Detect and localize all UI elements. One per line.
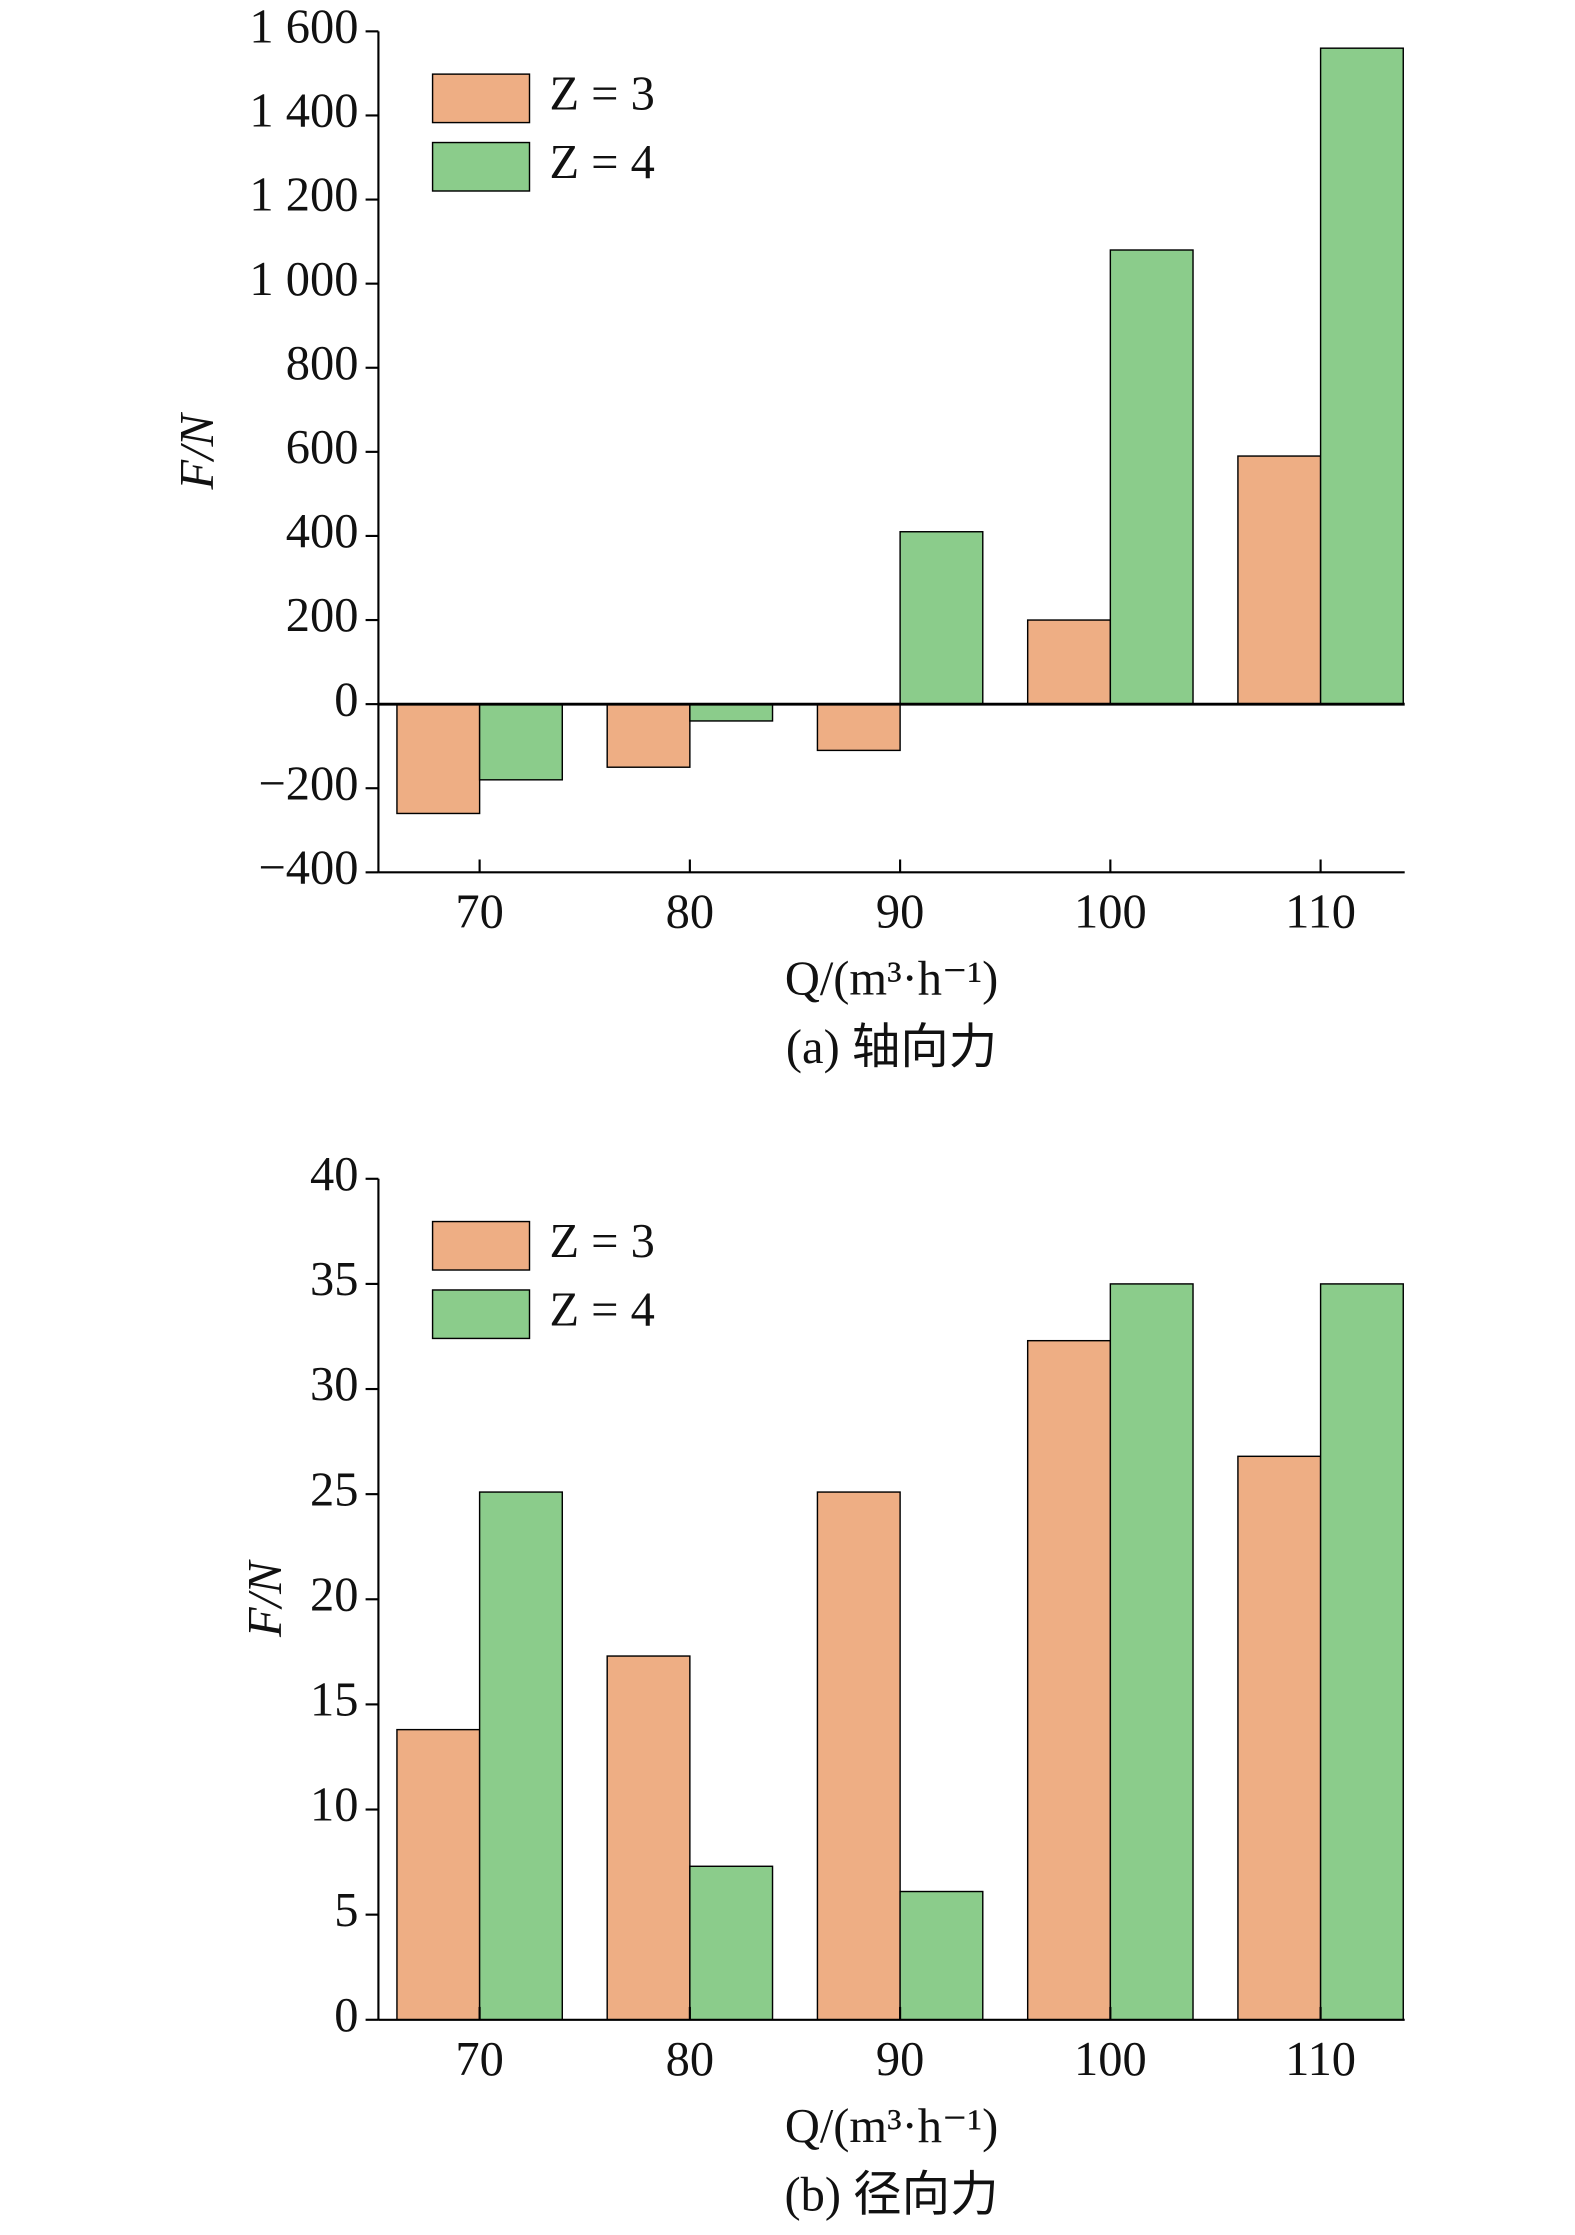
caption: (a) 轴向力 xyxy=(786,1021,997,1074)
x-axis-label: Q/(m³·h⁻¹) xyxy=(785,2100,998,2153)
y-tick-label: 800 xyxy=(286,337,359,390)
y-tick-label: 600 xyxy=(286,421,359,474)
y-tick-label: 1 200 xyxy=(249,169,358,222)
bar xyxy=(1237,455,1322,705)
bar xyxy=(816,703,901,752)
y-tick-label: 30 xyxy=(310,1358,358,1411)
x-tick-label: 110 xyxy=(1285,886,1356,939)
bar xyxy=(478,1491,564,2021)
bar xyxy=(816,1491,901,2021)
y-tick-label: 15 xyxy=(310,1674,358,1727)
y-tick-label: 0 xyxy=(334,673,358,726)
x-axis-label: Q/(m³·h⁻¹) xyxy=(785,953,998,1006)
bar xyxy=(1237,1455,1322,2021)
y-tick-label: 35 xyxy=(310,1253,358,1306)
bar xyxy=(899,1890,984,2021)
x-tick-label: 70 xyxy=(455,2033,503,2086)
x-tick-label: 90 xyxy=(876,886,924,939)
legend-label: Z = 3 xyxy=(549,67,654,120)
legend-swatch xyxy=(431,73,531,124)
x-tick-label: 80 xyxy=(666,886,714,939)
y-tick-label: 25 xyxy=(310,1463,358,1516)
legend-label: Z = 3 xyxy=(549,1215,654,1268)
y-tick-label: 10 xyxy=(310,1779,358,1832)
y-tick-label: 0 xyxy=(334,1989,358,2042)
y-tick-label: −400 xyxy=(258,841,358,894)
bar xyxy=(1319,1283,1404,2021)
bar xyxy=(396,703,481,815)
y-tick-label: 1 000 xyxy=(249,253,358,306)
x-tick-label: 90 xyxy=(876,2033,924,2086)
legend-swatch xyxy=(431,1220,531,1271)
y-tick-label: 1 600 xyxy=(249,0,358,53)
bar xyxy=(1109,1283,1194,2021)
legend-swatch xyxy=(431,1289,531,1340)
y-tick-label: 20 xyxy=(310,1568,358,1621)
bar xyxy=(1026,1339,1112,2021)
x-tick-label: 110 xyxy=(1285,2033,1356,2086)
x-tick-label: 80 xyxy=(666,2033,714,2086)
caption: (b) 径向力 xyxy=(785,2168,999,2221)
bar xyxy=(1109,249,1194,705)
bar xyxy=(689,703,774,722)
bar xyxy=(689,1865,774,2021)
bar xyxy=(478,703,564,781)
bar xyxy=(899,531,984,705)
legend-label: Z = 4 xyxy=(549,1283,654,1336)
x-tick-label: 100 xyxy=(1074,2033,1147,2086)
y-tick-label: −200 xyxy=(258,757,358,810)
legend-label: Z = 4 xyxy=(549,136,654,189)
y-tick-label: 40 xyxy=(310,1148,358,1201)
legend-swatch xyxy=(431,141,531,192)
y-tick-label: 400 xyxy=(286,505,359,558)
x-tick-label: 100 xyxy=(1074,886,1147,939)
y-axis-label: F/N xyxy=(171,411,224,490)
x-tick-label: 70 xyxy=(455,886,503,939)
bar xyxy=(396,1728,481,2021)
y-tick-label: 1 400 xyxy=(249,85,358,138)
bar xyxy=(1319,47,1404,705)
y-tick-label: 5 xyxy=(334,1884,358,1937)
bar xyxy=(606,1655,691,2021)
y-axis-label: F/N xyxy=(239,1559,292,1638)
y-tick-label: 200 xyxy=(286,589,359,642)
bar xyxy=(1026,619,1112,705)
bar xyxy=(606,703,691,768)
